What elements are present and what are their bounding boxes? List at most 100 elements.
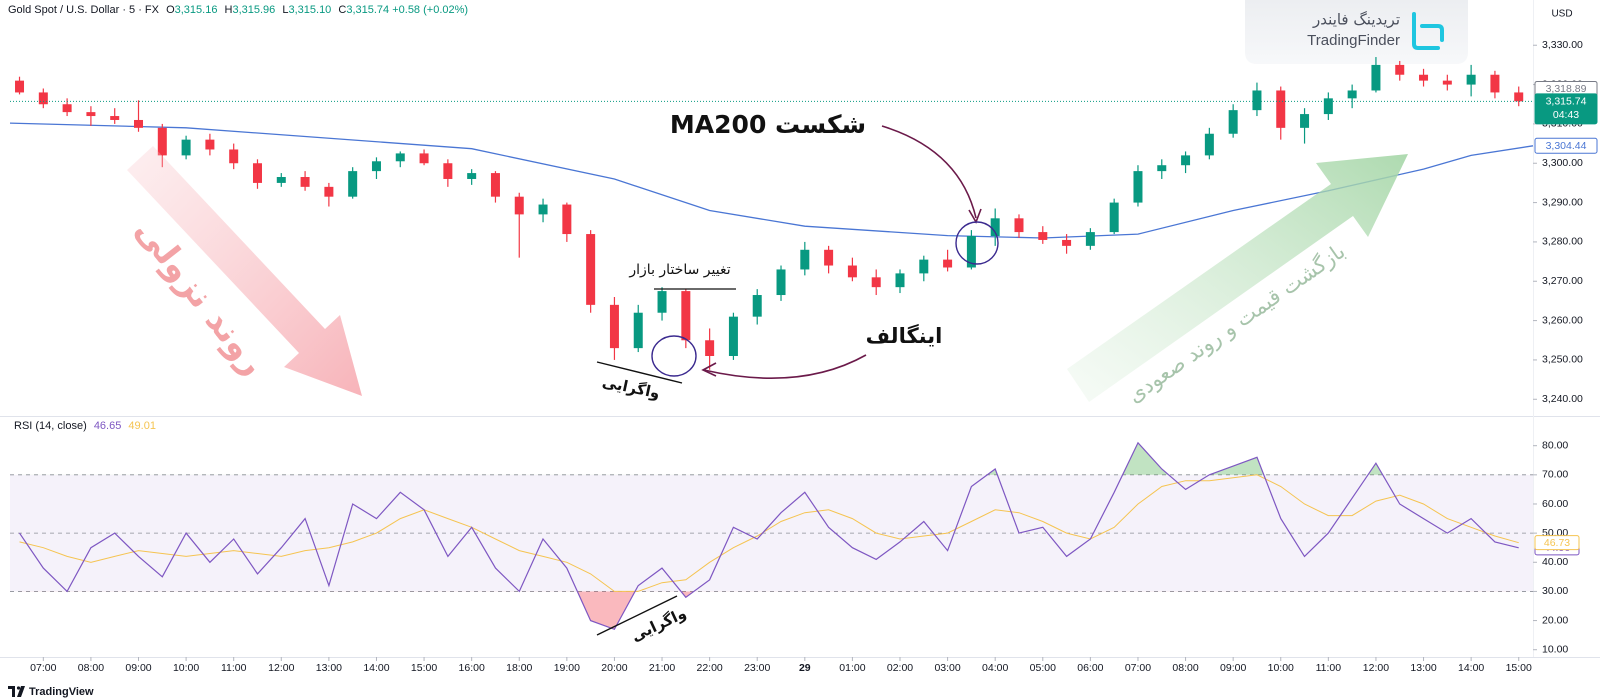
candle-body <box>15 80 25 93</box>
candle-body <box>371 161 381 172</box>
symbol-header: Gold Spot / U.S. Dollar · 5 · FX O3,315.… <box>8 4 468 16</box>
ohlc-key: H <box>224 4 233 16</box>
price-label: 3,318.89 <box>1546 83 1587 95</box>
footer-logo-dot <box>16 686 21 690</box>
x-tick-label: 03:00 <box>934 662 960 674</box>
candle-body <box>538 204 548 215</box>
candle-body <box>847 265 857 278</box>
candle-body <box>1085 232 1095 246</box>
candle-body <box>1204 133 1214 156</box>
candle-body <box>752 295 762 317</box>
candle-body <box>86 112 96 117</box>
logo-en: TradingFinder <box>1307 32 1400 49</box>
x-tick-label: 01:00 <box>839 662 865 674</box>
background-layer: 3,240.00 3,250.00 3,260.00 3,270.00 3,280.00… <box>0 0 1600 674</box>
y-tick-label: 3,270.00 <box>1542 275 1583 287</box>
ma-break-arrow <box>881 125 977 219</box>
down-arrow <box>127 146 362 396</box>
y-tick-label: 3,330.00 <box>1542 39 1583 51</box>
candle-body <box>1038 232 1048 240</box>
y-tick-label: 30.00 <box>1542 585 1568 597</box>
y-tick-label: 3,290.00 <box>1542 196 1583 208</box>
ohlc-value: 3,315.74 <box>346 4 390 16</box>
candle-body <box>705 340 715 356</box>
candle-body <box>1466 74 1476 85</box>
x-tick-label: 15:00 <box>411 662 437 674</box>
candle-body <box>38 92 48 105</box>
candle-body <box>1395 64 1405 75</box>
price-label-box <box>1534 93 1598 125</box>
candle-body <box>681 291 691 341</box>
x-tick-label: 14:00 <box>363 662 389 674</box>
candle-body <box>276 177 286 183</box>
candle-body <box>1514 92 1524 102</box>
x-tick-label: 21:00 <box>649 662 675 674</box>
candle-body <box>252 163 262 183</box>
candle-body <box>229 149 239 164</box>
candle-body <box>1014 218 1024 233</box>
y-tick-label: 3,260.00 <box>1542 314 1583 326</box>
y-tick-label: 10.00 <box>1542 643 1568 655</box>
candle-body <box>1109 202 1119 233</box>
footer: TradingView <box>8 686 94 698</box>
candle-body <box>633 312 643 349</box>
candle-body <box>895 273 905 288</box>
logo-icon <box>1412 12 1444 50</box>
rsi-ma-line <box>19 474 1519 592</box>
x-tick-label: 05:00 <box>1030 662 1056 674</box>
candle-body <box>586 234 596 305</box>
candle-body <box>657 291 667 313</box>
candle-body <box>1419 74 1429 81</box>
price-label: 3,304.44 <box>1546 140 1587 152</box>
candle-body <box>919 259 929 274</box>
x-tick-label: 13:00 <box>1410 662 1436 674</box>
rsi-title: RSI (14, close) <box>14 420 87 432</box>
candle-body <box>1323 98 1333 115</box>
rsi-legend-value: 46.65 <box>93 420 122 432</box>
candle-body <box>776 269 786 296</box>
x-tick-label: 06:00 <box>1077 662 1103 674</box>
candle-body <box>1371 64 1381 91</box>
price-divergence-line <box>596 361 683 384</box>
candle-body <box>1252 90 1262 111</box>
price-change: +0.58 (+0.02%) <box>392 4 469 16</box>
engulfing-label: اینگالف <box>866 323 943 348</box>
candle-body <box>1062 239 1072 246</box>
candle-body <box>395 153 405 162</box>
x-tick-label: 12:00 <box>1363 662 1389 674</box>
engulfing-arrowhead <box>701 362 717 377</box>
ohlc-key: C <box>338 4 347 16</box>
symbol-name: Gold Spot / U.S. Dollar · 5 · FX <box>8 4 159 16</box>
candle-body <box>1276 90 1286 128</box>
candle-body <box>134 119 144 128</box>
up-arrow <box>1067 154 1408 402</box>
candle-body <box>728 316 738 356</box>
x-tick-label: 07:00 <box>1125 662 1151 674</box>
candle-body <box>1157 165 1167 172</box>
countdown: 04:43 <box>1553 109 1579 121</box>
x-tick-label: 18:00 <box>506 662 532 674</box>
candle-body <box>943 259 953 268</box>
rsi-legend: RSI (14, close) 46.65 49.01 <box>14 420 156 432</box>
candle-body <box>181 139 191 156</box>
candle-body <box>1300 114 1310 128</box>
candle-body <box>1442 80 1452 85</box>
x-tick-label: 15:00 <box>1506 662 1532 674</box>
rsi-ma-legend-value: 49.01 <box>128 420 156 432</box>
x-tick-label: 02:00 <box>887 662 913 674</box>
candle-body <box>490 173 500 197</box>
y-tick-label: 70.00 <box>1542 469 1568 481</box>
candle-body <box>1228 110 1238 134</box>
x-tick-label: 09:00 <box>125 662 151 674</box>
footer-logo <box>8 686 25 697</box>
x-tick-label: 23:00 <box>744 662 770 674</box>
rsi-divergence-line <box>596 595 678 636</box>
candle-body <box>1490 74 1500 93</box>
x-tick-label: 11:00 <box>221 662 247 674</box>
structure-change-label: تغییر ساختار بازار <box>628 262 730 278</box>
x-tick-label: 12:00 <box>268 662 294 674</box>
x-tick-label: 10:00 <box>1268 662 1294 674</box>
ohlc-value: 3,315.16 <box>174 4 218 16</box>
currency: USD <box>1551 9 1572 20</box>
